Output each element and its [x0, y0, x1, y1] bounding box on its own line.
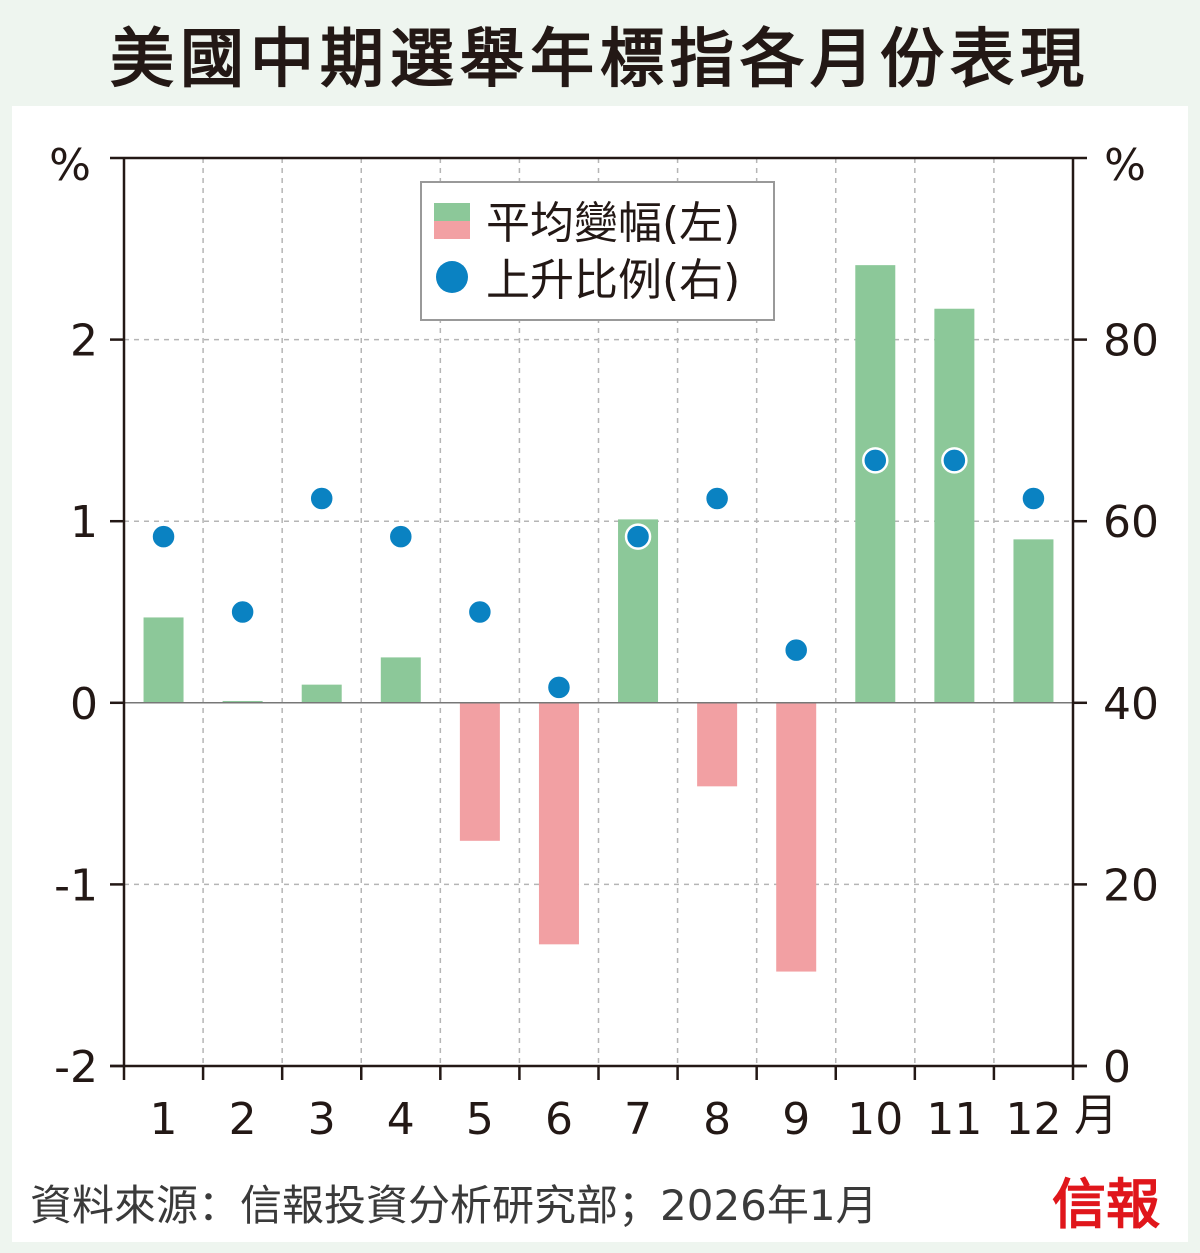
x-tick-label: 7 — [624, 1094, 652, 1145]
bar-12 — [1013, 539, 1054, 703]
bar-9 — [776, 702, 817, 972]
x-tick-label: 10 — [847, 1094, 903, 1145]
legend-box — [420, 181, 775, 321]
chart-title: 美國中期選舉年標指各月份表現 — [110, 23, 1090, 97]
left-axis-unit: % — [49, 140, 91, 191]
x-tick-label: 9 — [782, 1094, 810, 1145]
dot-10 — [862, 447, 889, 474]
dot-1 — [150, 523, 177, 550]
x-tick-label: 3 — [308, 1094, 336, 1145]
x-tick-label: 4 — [387, 1094, 415, 1145]
bar-11 — [934, 308, 975, 703]
dot-3 — [308, 485, 335, 512]
bar-6 — [538, 702, 579, 945]
dot-9 — [782, 636, 810, 664]
bar-10 — [855, 265, 896, 703]
dot-6 — [545, 674, 573, 701]
right-tick-label: 40 — [1103, 679, 1159, 730]
legend-label-bars: 平均變幅(左) — [486, 198, 740, 249]
bar-7 — [618, 519, 659, 703]
x-tick-label: 11 — [926, 1094, 982, 1145]
legend-swatch-positive — [434, 203, 470, 221]
left-tick-label: -2 — [54, 1042, 98, 1093]
logo: 信報 — [1052, 1172, 1160, 1236]
right-tick-label: 0 — [1103, 1042, 1131, 1093]
dot-2 — [229, 598, 256, 626]
right-axis-unit: % — [1104, 140, 1146, 191]
left-tick-label: 1 — [70, 497, 98, 548]
dot-5 — [466, 598, 494, 626]
right-tick-label: 20 — [1103, 860, 1159, 911]
source-note: 資料來源：信報投資分析研究部；2026年1月 — [30, 1181, 878, 1230]
legend-swatch-negative — [434, 221, 470, 239]
bar-4 — [380, 657, 421, 703]
dot-4 — [387, 523, 415, 550]
left-tick-label: 2 — [70, 316, 98, 367]
x-tick-label: 12 — [1005, 1094, 1061, 1145]
x-tick-label: 8 — [703, 1094, 731, 1145]
x-axis-unit: 月 — [1074, 1090, 1118, 1141]
x-tick-label: 5 — [466, 1094, 494, 1145]
x-tick-label: 6 — [545, 1094, 573, 1145]
bar-1 — [143, 617, 184, 703]
legend-dot — [436, 261, 468, 293]
x-tick-label: 1 — [150, 1094, 178, 1145]
dot-8 — [703, 485, 731, 512]
dot-11 — [941, 447, 968, 474]
bar-2 — [222, 700, 263, 703]
dot-12 — [1020, 485, 1047, 512]
bar-8 — [697, 702, 738, 787]
right-tick-label: 80 — [1103, 316, 1159, 367]
legend-label-dots: 上升比例(右) — [486, 255, 740, 306]
bar-3 — [301, 684, 342, 703]
right-tick-label: 60 — [1103, 497, 1159, 548]
bar-5 — [459, 702, 500, 841]
left-tick-label: -1 — [54, 860, 98, 911]
left-tick-label: 0 — [70, 679, 98, 730]
x-tick-label: 2 — [229, 1094, 257, 1145]
dot-7 — [624, 523, 652, 550]
